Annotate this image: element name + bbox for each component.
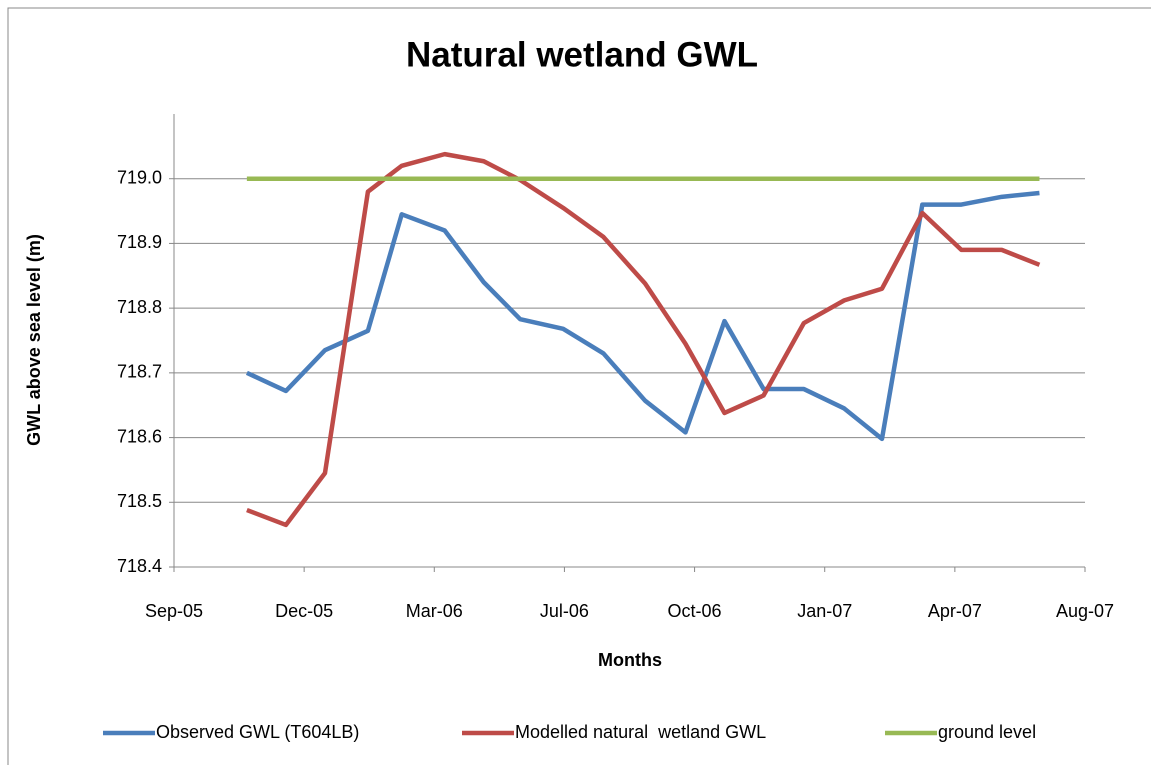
y-tick-label: 718.8 — [117, 297, 162, 317]
x-tick-label: Oct-06 — [668, 601, 722, 621]
y-tick-label: 718.4 — [117, 556, 162, 576]
legend-label: Observed GWL (T604LB) — [156, 722, 359, 742]
x-tick-label: Mar-06 — [406, 601, 463, 621]
y-tick-label: 718.6 — [117, 426, 162, 446]
y-tick-label: 718.9 — [117, 232, 162, 252]
x-tick-label: Jul-06 — [540, 601, 589, 621]
y-tick-label: 718.7 — [117, 362, 162, 382]
x-tick-label: Dec-05 — [275, 601, 333, 621]
y-axis-label: GWL above sea level (m) — [24, 234, 44, 446]
series-line — [245, 190, 1040, 442]
y-tick-label: 718.5 — [117, 491, 162, 511]
x-tick-label: Apr-07 — [928, 601, 982, 621]
y-tick-label: 719.0 — [117, 167, 162, 187]
x-axis-label: Months — [598, 650, 662, 670]
x-tick-label: Jan-07 — [797, 601, 852, 621]
chart-title: Natural wetland GWL — [406, 35, 758, 74]
x-tick-label: Sep-05 — [145, 601, 203, 621]
legend-label: ground level — [938, 722, 1036, 742]
series-line — [246, 151, 1041, 528]
legend-label: Modelled natural wetland GWL — [515, 722, 766, 742]
chart-border — [7, 7, 1151, 765]
x-tick-label: Aug-07 — [1056, 601, 1114, 621]
